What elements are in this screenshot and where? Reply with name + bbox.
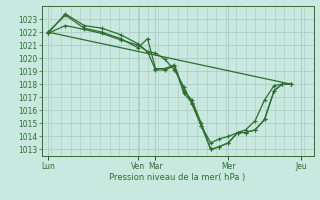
X-axis label: Pression niveau de la mer( hPa ): Pression niveau de la mer( hPa ) xyxy=(109,173,246,182)
